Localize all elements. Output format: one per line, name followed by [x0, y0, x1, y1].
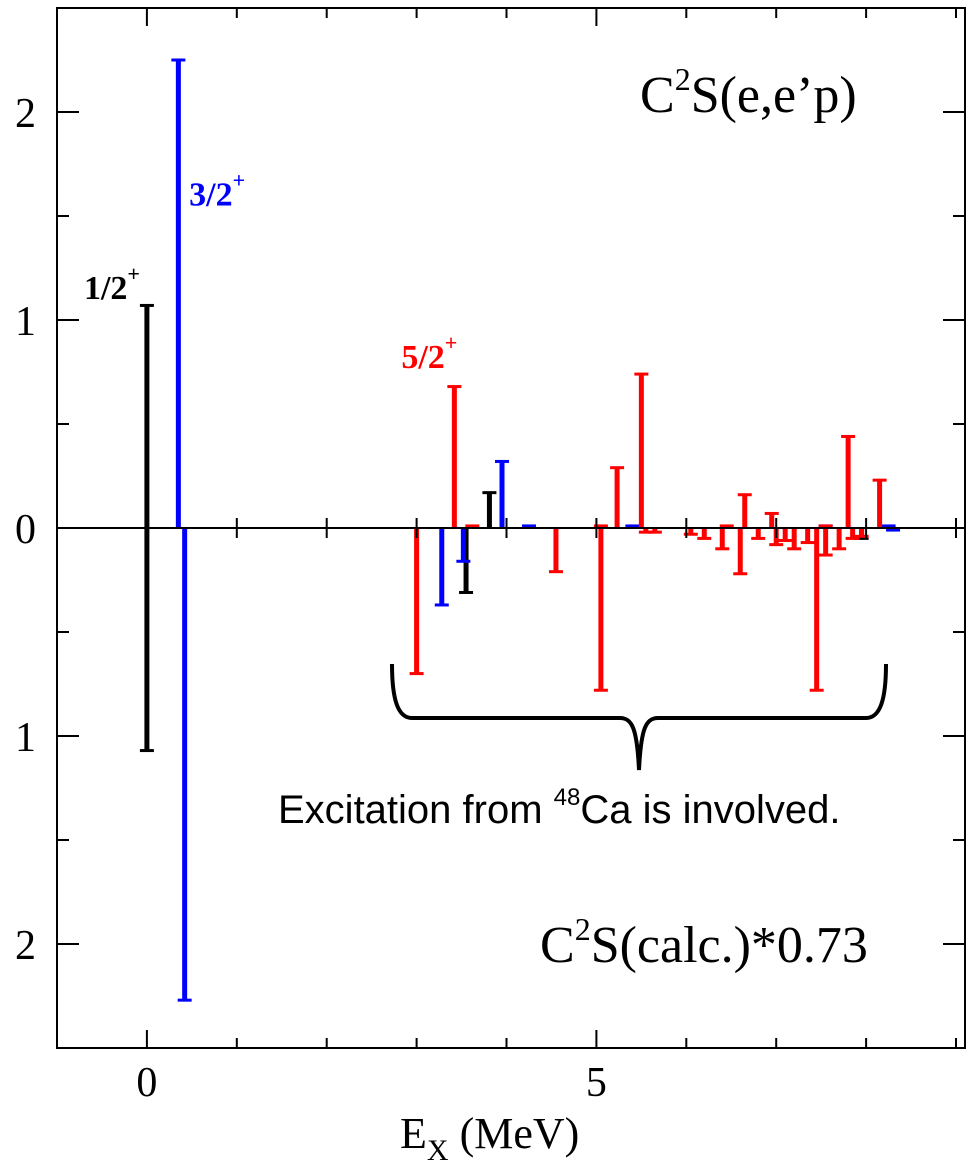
state-label-text-1: 3/2: [189, 177, 232, 214]
state-label-sup-2: +: [445, 330, 458, 355]
y-tick-label-2: 0: [15, 507, 36, 553]
upper-title-sup: 2: [675, 61, 691, 97]
annotation: Excitation from 48Ca is involved.: [278, 784, 840, 832]
x-axis-label-sub: X: [427, 1134, 449, 1166]
upper-title-rest: S(e,e’p): [691, 67, 857, 124]
annotation-sup: 48: [554, 784, 581, 811]
annotation-post: Ca is involved.: [580, 788, 840, 832]
lower-title-rest: S(calc.)*0.73: [591, 917, 868, 974]
ticks-layer: [57, 7, 965, 1049]
x-axis-label-unit: (MeV): [449, 1109, 580, 1158]
brace: [390, 663, 888, 771]
x-axis-label: EX (MeV): [400, 1109, 579, 1166]
state-label-1: 3/2+: [189, 168, 245, 214]
y-tick-label-1: 1: [15, 299, 36, 345]
plot-frame: [56, 7, 966, 1049]
annotation-pre: Excitation from: [278, 788, 554, 832]
y-tick-label-4: 2: [15, 923, 36, 969]
x-tick-label-1: 5: [586, 1060, 607, 1106]
upper-title: C2S(e,e’p): [640, 61, 857, 124]
state-label-sup-1: +: [233, 168, 246, 193]
state-label-text-2: 5/2: [401, 339, 444, 376]
x-tick-label-0: 0: [136, 1060, 157, 1106]
x-axis-label-main: E: [400, 1109, 427, 1158]
state-label-sup-0: +: [127, 261, 140, 286]
lower-title-sup: 2: [575, 911, 591, 947]
state-label-text-0: 1/2: [84, 270, 127, 307]
state-labels-layer: 1/2+3/2+5/2+: [84, 168, 457, 376]
lower-title-main: C: [540, 917, 575, 974]
upper-title-main: C: [640, 67, 675, 124]
state-label-2: 5/2+: [401, 330, 457, 376]
bars-layer: [139, 58, 901, 1002]
y-tick-label-3: 1: [15, 715, 36, 761]
y-tick-label-0: 2: [15, 91, 36, 137]
lower-title: C2S(calc.)*0.73: [540, 911, 868, 974]
tick-labels-layer: 0 5 2 1 0 1 2: [15, 91, 607, 1106]
state-label-0: 1/2+: [84, 261, 140, 307]
